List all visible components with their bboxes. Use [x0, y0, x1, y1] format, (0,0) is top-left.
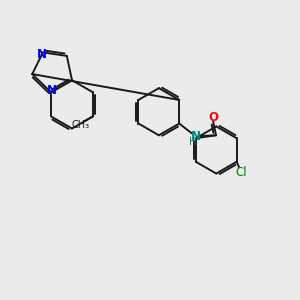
- Text: N: N: [190, 130, 200, 143]
- Text: N: N: [47, 84, 57, 97]
- Text: O: O: [208, 111, 218, 124]
- Text: Cl: Cl: [235, 167, 247, 179]
- Text: H: H: [189, 137, 197, 147]
- Text: N: N: [37, 48, 47, 61]
- Text: CH₃: CH₃: [71, 120, 89, 130]
